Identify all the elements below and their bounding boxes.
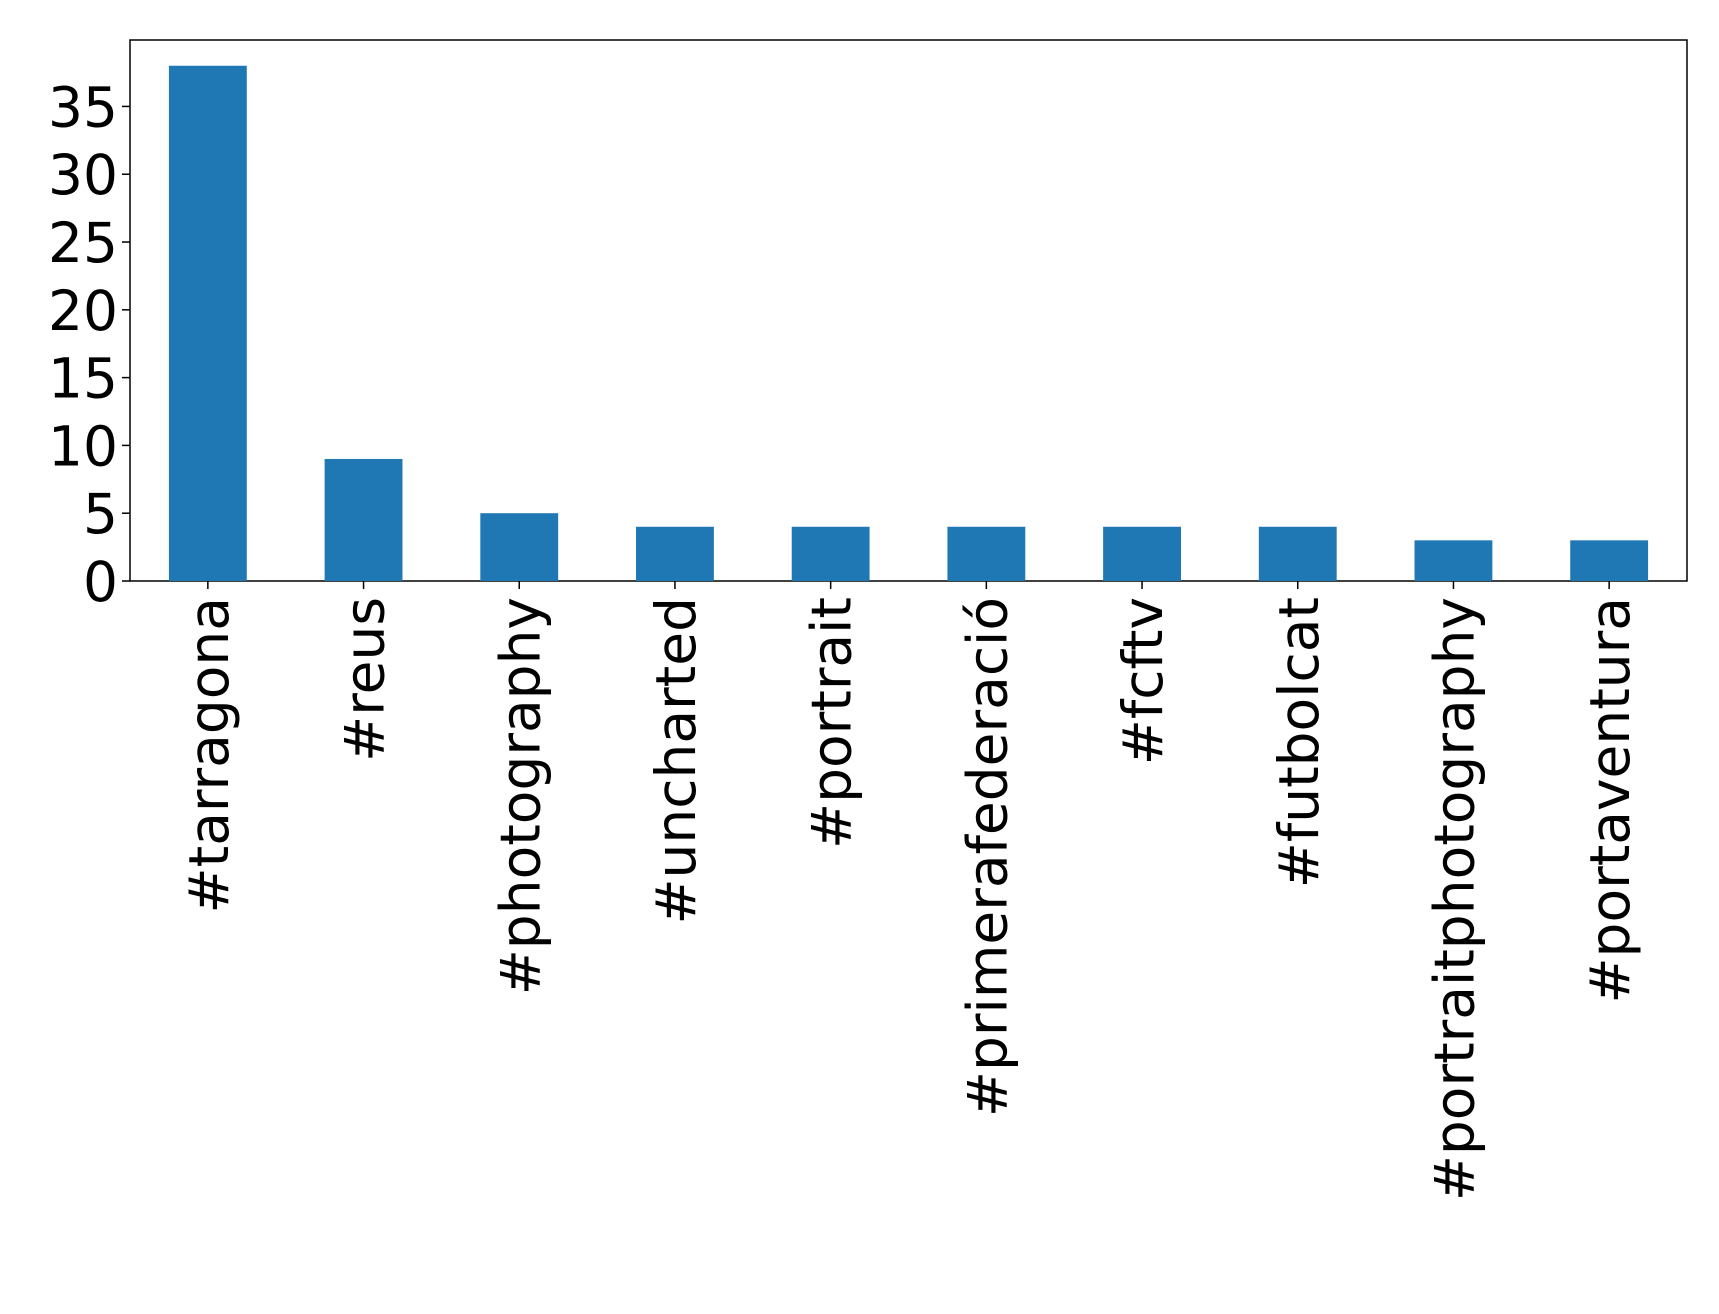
- bar: [636, 526, 714, 581]
- bar: [1570, 540, 1649, 581]
- y-tick-label: 0: [83, 550, 118, 614]
- bar: [1103, 526, 1181, 581]
- bar: [791, 526, 870, 581]
- x-tick-label: #reus: [333, 597, 397, 762]
- y-tick-label: 30: [48, 143, 118, 207]
- x-tick-label: #portraitphotography: [1422, 597, 1486, 1201]
- bar: [168, 65, 247, 581]
- x-tick-label: #fcftv: [1111, 597, 1175, 765]
- x-tick-label: #tarragona: [177, 597, 241, 913]
- bar: [1414, 540, 1493, 581]
- x-tick-label: #uncharted: [644, 597, 708, 925]
- y-tick-label: 20: [48, 279, 118, 343]
- y-tick-label: 10: [48, 414, 118, 478]
- y-tick-label: 35: [48, 75, 118, 139]
- y-tick-label: 5: [83, 482, 118, 546]
- y-tick-label: 15: [48, 347, 118, 411]
- x-tick-label: #photography: [488, 597, 552, 995]
- x-tick-label: #portrait: [800, 597, 864, 849]
- bar: [324, 458, 403, 581]
- bar: [947, 526, 1026, 581]
- x-tick-label: #primerafederació: [955, 597, 1019, 1117]
- bar: [1258, 526, 1337, 581]
- bar: [480, 513, 559, 581]
- x-tick-label: #futbolcat: [1267, 597, 1331, 888]
- y-tick-label: 25: [48, 211, 118, 275]
- x-tick-label: #portaventura: [1578, 597, 1642, 1004]
